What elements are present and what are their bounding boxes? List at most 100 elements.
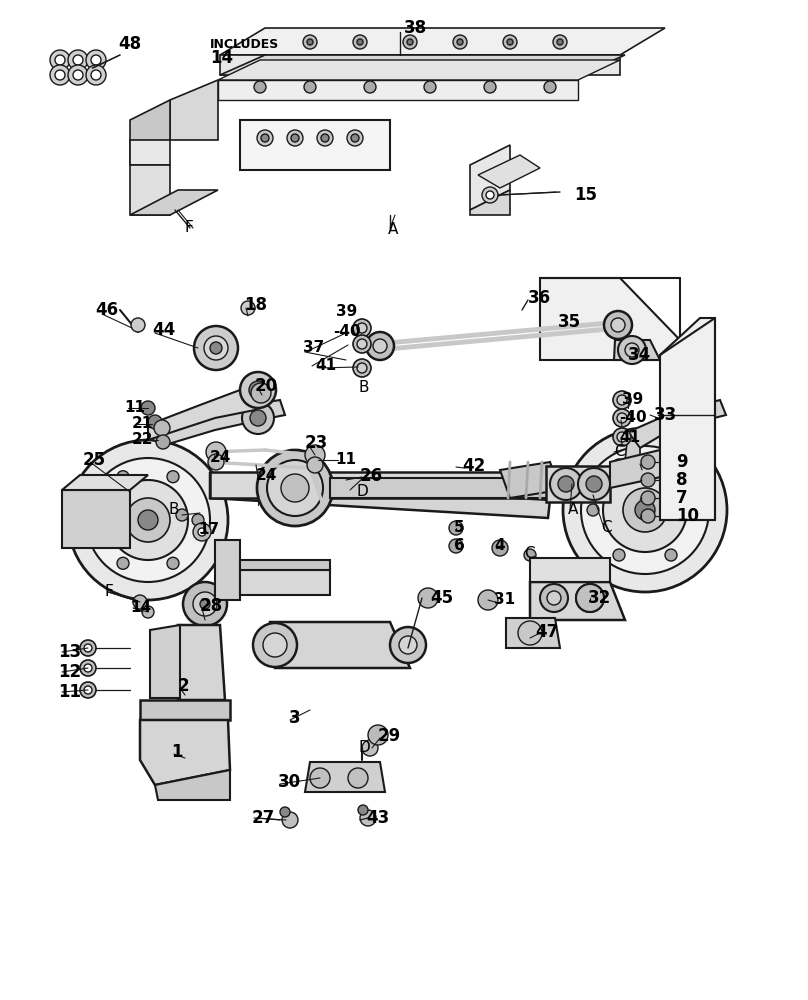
Circle shape bbox=[263, 633, 287, 657]
Circle shape bbox=[80, 640, 96, 656]
Circle shape bbox=[210, 342, 222, 354]
Polygon shape bbox=[660, 318, 715, 520]
Text: 17: 17 bbox=[198, 522, 219, 538]
Circle shape bbox=[613, 549, 625, 561]
Circle shape bbox=[176, 509, 188, 521]
Text: 24: 24 bbox=[210, 450, 231, 466]
Circle shape bbox=[198, 528, 206, 536]
Polygon shape bbox=[178, 625, 225, 700]
Polygon shape bbox=[62, 490, 130, 548]
Text: 44: 44 bbox=[152, 321, 175, 339]
Circle shape bbox=[611, 318, 625, 332]
Text: -40: -40 bbox=[333, 324, 360, 340]
Circle shape bbox=[586, 476, 602, 492]
Polygon shape bbox=[530, 582, 625, 620]
Circle shape bbox=[304, 81, 316, 93]
Circle shape bbox=[613, 428, 631, 446]
Circle shape bbox=[281, 474, 309, 502]
Text: 1: 1 bbox=[171, 743, 183, 761]
Circle shape bbox=[603, 468, 687, 552]
Text: F: F bbox=[185, 221, 194, 235]
Text: 7: 7 bbox=[676, 489, 688, 507]
Circle shape bbox=[141, 401, 155, 415]
Circle shape bbox=[131, 318, 145, 332]
Text: C: C bbox=[614, 444, 625, 460]
Circle shape bbox=[357, 339, 367, 349]
Circle shape bbox=[557, 39, 563, 45]
Text: 21: 21 bbox=[132, 416, 154, 432]
Circle shape bbox=[317, 130, 333, 146]
Circle shape bbox=[424, 81, 436, 93]
Circle shape bbox=[92, 514, 104, 526]
Circle shape bbox=[321, 134, 329, 142]
Circle shape bbox=[254, 81, 266, 93]
Circle shape bbox=[282, 812, 298, 828]
Text: 31: 31 bbox=[494, 592, 516, 607]
Polygon shape bbox=[218, 60, 620, 80]
Circle shape bbox=[665, 549, 677, 561]
Circle shape bbox=[280, 807, 290, 817]
Polygon shape bbox=[210, 472, 550, 498]
Polygon shape bbox=[170, 80, 218, 140]
Circle shape bbox=[641, 509, 655, 523]
Polygon shape bbox=[500, 462, 560, 498]
Circle shape bbox=[613, 459, 625, 471]
Polygon shape bbox=[130, 100, 170, 165]
Text: 14: 14 bbox=[210, 49, 234, 67]
Text: 38: 38 bbox=[404, 19, 427, 37]
Circle shape bbox=[242, 402, 274, 434]
Circle shape bbox=[183, 582, 227, 626]
Circle shape bbox=[167, 557, 179, 569]
Circle shape bbox=[200, 599, 210, 609]
Circle shape bbox=[249, 381, 267, 399]
Circle shape bbox=[353, 35, 367, 49]
Circle shape bbox=[80, 682, 96, 698]
Text: 11: 11 bbox=[124, 399, 145, 414]
Circle shape bbox=[368, 725, 388, 745]
Circle shape bbox=[267, 460, 323, 516]
Polygon shape bbox=[240, 570, 330, 595]
Circle shape bbox=[563, 428, 727, 592]
Polygon shape bbox=[530, 558, 610, 582]
Text: 23: 23 bbox=[305, 434, 328, 452]
Circle shape bbox=[193, 592, 217, 616]
Circle shape bbox=[348, 768, 368, 788]
Circle shape bbox=[617, 432, 627, 442]
Circle shape bbox=[250, 410, 266, 426]
Circle shape bbox=[587, 504, 599, 516]
Text: 11: 11 bbox=[58, 683, 81, 701]
Circle shape bbox=[604, 311, 632, 339]
Polygon shape bbox=[546, 466, 610, 502]
Circle shape bbox=[578, 468, 610, 500]
Polygon shape bbox=[62, 475, 148, 490]
Circle shape bbox=[617, 395, 627, 405]
Text: C: C bbox=[524, 546, 535, 562]
Circle shape bbox=[407, 39, 413, 45]
Circle shape bbox=[73, 55, 83, 65]
Polygon shape bbox=[470, 145, 510, 210]
Text: 45: 45 bbox=[430, 589, 453, 607]
Circle shape bbox=[665, 459, 677, 471]
Text: 39: 39 bbox=[336, 304, 357, 320]
Circle shape bbox=[307, 457, 323, 473]
Circle shape bbox=[241, 301, 255, 315]
Circle shape bbox=[524, 549, 536, 561]
Circle shape bbox=[193, 523, 211, 541]
Circle shape bbox=[547, 591, 561, 605]
Text: D: D bbox=[356, 485, 368, 499]
Circle shape bbox=[623, 488, 667, 532]
Circle shape bbox=[550, 468, 582, 500]
Circle shape bbox=[362, 740, 378, 756]
Text: 36: 36 bbox=[528, 289, 551, 307]
Circle shape bbox=[138, 510, 158, 530]
Circle shape bbox=[583, 591, 597, 605]
Text: 39: 39 bbox=[622, 392, 643, 408]
Circle shape bbox=[674, 396, 706, 428]
Circle shape bbox=[68, 65, 88, 85]
Circle shape bbox=[540, 584, 568, 612]
Circle shape bbox=[492, 540, 508, 556]
Text: 6: 6 bbox=[454, 538, 465, 554]
Circle shape bbox=[142, 606, 154, 618]
Circle shape bbox=[303, 35, 317, 49]
Polygon shape bbox=[240, 560, 330, 570]
